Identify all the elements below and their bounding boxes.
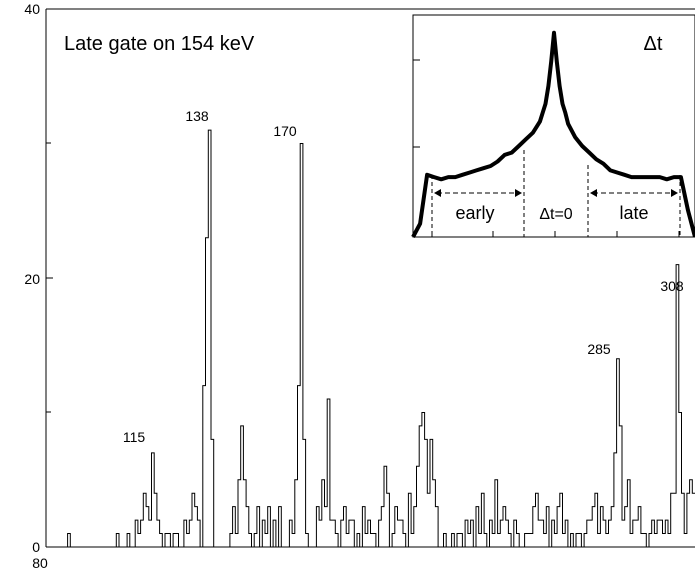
late-arrow-head-right (671, 189, 678, 197)
inset-title: Δt (644, 33, 663, 55)
early-arrow-head-left (434, 189, 441, 197)
peak-label-170: 170 (273, 123, 297, 139)
peak-label-115: 115 (123, 429, 146, 445)
inset-delta-t-spectrum: early Δt=0 late Δt (411, 14, 695, 238)
peak-label-308: 308 (660, 278, 684, 294)
y-tick-label-0: 0 (32, 539, 40, 555)
plot-title: Late gate on 154 keV (64, 33, 255, 55)
x-tick-label-80: 80 (32, 555, 48, 571)
peak-label-138: 138 (185, 108, 209, 124)
early-label: early (455, 203, 494, 223)
peak-label-285: 285 (587, 341, 611, 357)
late-arrow-head-left (590, 189, 597, 197)
delta-t-zero-label: Δt=0 (539, 206, 572, 223)
early-arrow-head-right (515, 189, 522, 197)
delta-t-peak (539, 32, 569, 124)
gated-spectrum-histogram (46, 129, 695, 548)
late-label: late (619, 203, 648, 223)
y-tick-label-20: 20 (24, 271, 40, 287)
y-tick-label-40: 40 (24, 1, 40, 17)
